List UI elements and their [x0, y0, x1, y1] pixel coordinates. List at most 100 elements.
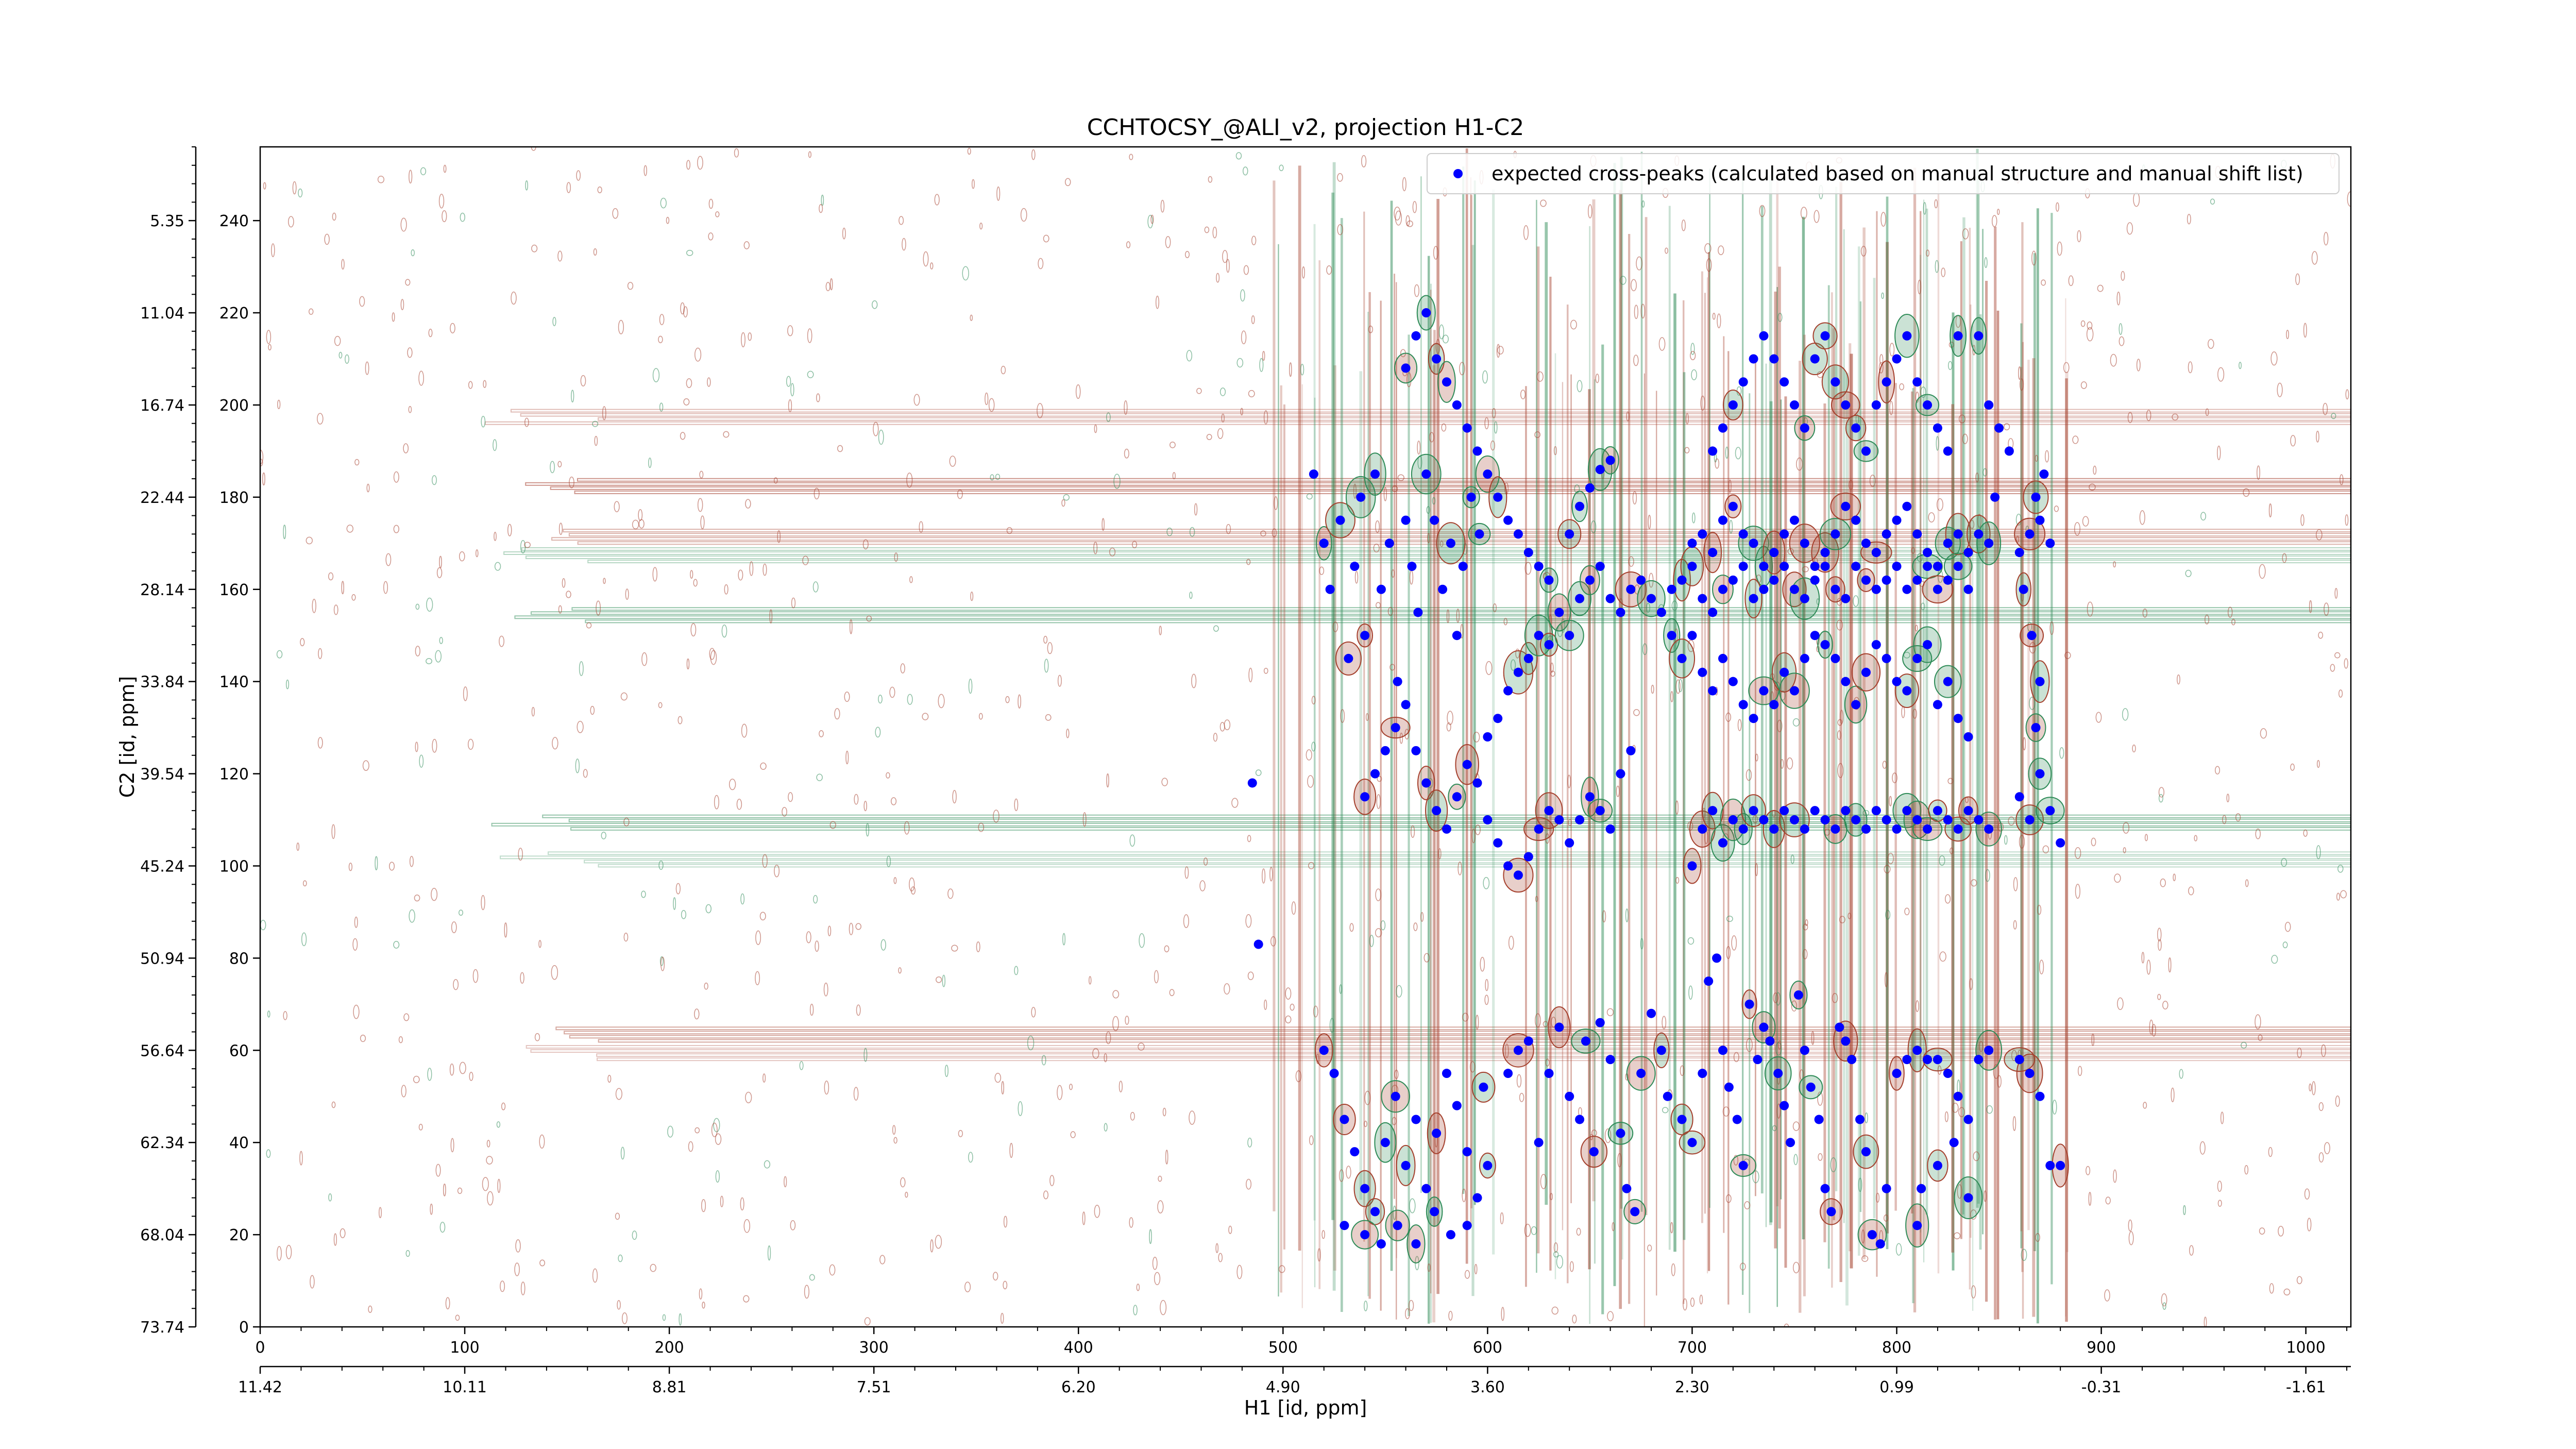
cross-peak-marker: [1861, 1147, 1871, 1157]
cross-peak-marker: [1452, 631, 1462, 641]
contour-speck: [807, 328, 812, 343]
contour-speck: [2188, 361, 2193, 374]
contour-speck: [1876, 1192, 1880, 1203]
contour-speck: [1213, 733, 1218, 742]
cross-peak-marker: [1534, 562, 1544, 571]
contour-speck: [1947, 361, 1953, 370]
contour-speck: [930, 262, 934, 269]
contour-speck: [1259, 358, 1264, 372]
contour-speck: [862, 539, 869, 550]
cross-peak-marker: [1810, 806, 1820, 816]
contour-speck: [1433, 246, 1438, 260]
contour-speck: [497, 1178, 501, 1193]
contour-speck: [1950, 847, 1954, 854]
cross-peak-marker: [1953, 714, 1963, 723]
contour-speck: [863, 1048, 868, 1062]
cross-peak-marker: [1677, 575, 1687, 585]
contour-speck: [1306, 749, 1312, 761]
contour-speck: [1154, 970, 1159, 984]
contour-speck: [328, 572, 334, 581]
cross-peak-marker: [1759, 1022, 1769, 1032]
contour-speck: [1914, 625, 1918, 632]
cross-peak-marker: [1738, 700, 1748, 710]
contour-speck: [2128, 1231, 2134, 1245]
contour-speck: [1427, 1263, 1431, 1272]
contour-speck: [1243, 265, 1249, 275]
contour-speck: [2290, 435, 2296, 447]
contour-speck: [823, 982, 828, 997]
contour-speck: [1882, 761, 1887, 769]
contour-speck: [813, 895, 818, 904]
contour-speck: [1047, 642, 1053, 654]
contour-speck: [1317, 1248, 1321, 1262]
contour-speck: [2171, 1087, 2175, 1103]
contour-speck: [2316, 760, 2320, 768]
contour-ridge: [569, 1035, 2351, 1039]
contour-speck: [525, 180, 529, 191]
cross-peak-marker: [1472, 778, 1482, 788]
y-tick-label: 80: [229, 950, 249, 968]
contour-speck: [377, 175, 385, 183]
contour-speck: [2296, 1276, 2302, 1285]
x-tick-label: 200: [654, 1339, 684, 1357]
contour-speck: [1020, 208, 1027, 222]
contour-speck: [1962, 433, 1968, 444]
contour-speck: [1671, 1263, 1675, 1276]
contour-speck: [886, 855, 891, 867]
x-axis: 0 100 200 300 400 500 600 700 800 900 1000: [255, 1327, 2348, 1357]
contour-speck: [615, 1088, 622, 1100]
contour-speck: [1632, 491, 1637, 504]
cross-peak-marker: [1438, 584, 1448, 594]
contour-speck: [790, 383, 794, 397]
contour-speck: [1263, 667, 1268, 674]
contour-speck: [724, 584, 728, 595]
contour-speck: [1456, 609, 1460, 623]
contour-speck: [978, 822, 985, 832]
contour-speck: [1915, 391, 1919, 403]
cross-peak-marker: [1917, 1184, 1926, 1193]
x-tick-label: 0: [255, 1339, 265, 1357]
contour-speck: [1475, 824, 1481, 835]
contour-speck: [2097, 284, 2104, 292]
cross-peak-marker: [1630, 1207, 1640, 1217]
contour-speck: [2312, 1081, 2316, 1096]
secondary-y-tick-label: 22.44: [140, 489, 184, 507]
contour-speck: [1262, 351, 1265, 361]
cross-peak-marker: [1253, 939, 1263, 949]
cross-peak-marker: [1370, 769, 1380, 779]
contour-speck: [1775, 992, 1781, 1006]
cross-peak-marker: [1708, 548, 1718, 558]
cross-peak-marker: [1953, 1091, 1963, 1101]
contour-speck: [1497, 346, 1504, 355]
contour-speck: [301, 932, 307, 947]
contour-speck: [906, 473, 913, 488]
cross-peak-marker: [1789, 815, 1799, 825]
contour-speck: [890, 797, 897, 805]
contour-speck: [2259, 564, 2266, 579]
contour-speck: [2088, 1191, 2092, 1206]
contour-speck: [277, 399, 281, 409]
contour-speck: [971, 179, 975, 189]
cross-peak-marker: [1446, 1230, 1455, 1240]
contour-speck: [405, 279, 411, 286]
contour-speck: [738, 569, 743, 581]
contour-speck: [2179, 1069, 2183, 1079]
contour-speck: [1553, 1242, 1558, 1253]
contour-speck: [1935, 260, 1939, 273]
contour-speck: [704, 982, 708, 990]
contour-speck: [806, 931, 811, 943]
contour-speck: [627, 282, 634, 290]
cross-peak-marker: [1780, 806, 1789, 816]
cross-peak-marker: [1319, 1046, 1329, 1055]
contour-speck: [1901, 706, 1905, 718]
contour-speck: [1690, 1298, 1695, 1307]
contour-speck: [1260, 530, 1266, 537]
contour-speck: [1640, 938, 1643, 950]
cross-peak-marker: [1984, 1046, 1994, 1055]
cross-peak-marker: [1780, 667, 1789, 677]
contour-speck: [418, 1123, 423, 1131]
cross-peak-marker: [1462, 760, 1472, 769]
contour-speck: [2300, 514, 2304, 526]
contour-speck: [1245, 914, 1252, 928]
